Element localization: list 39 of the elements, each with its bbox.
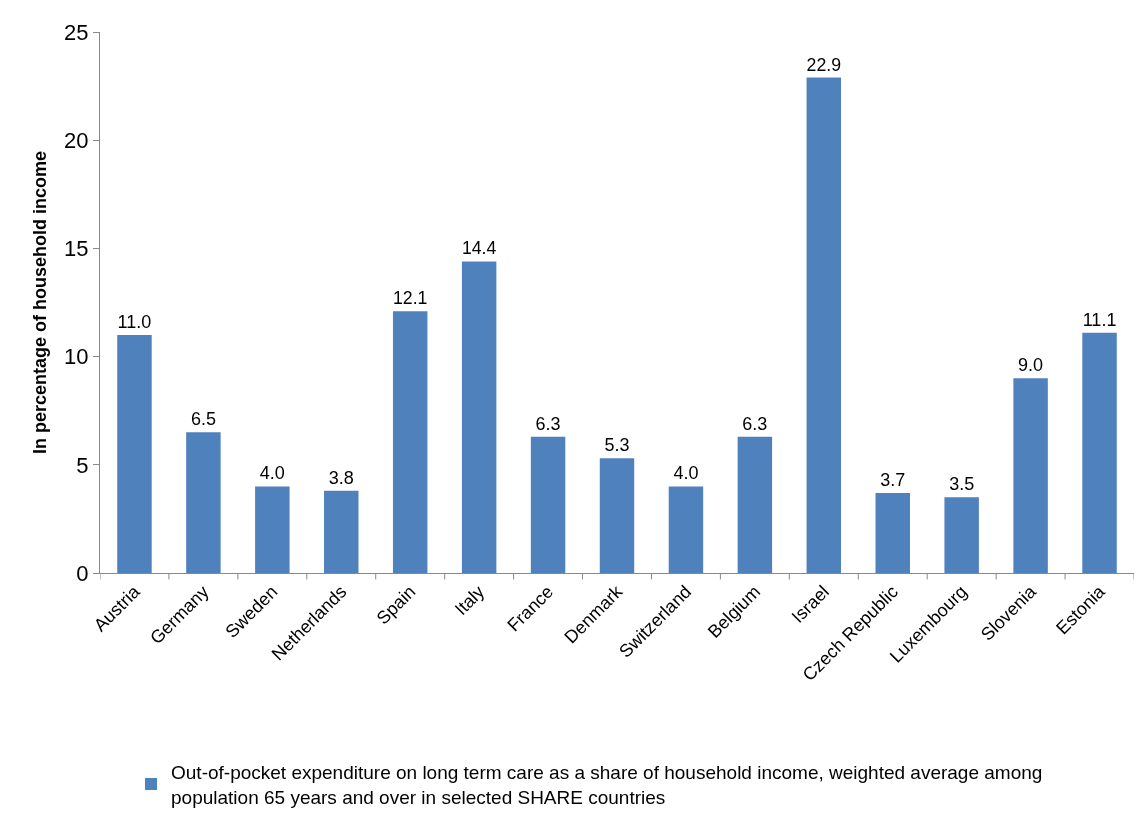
bar	[944, 497, 979, 573]
legend-label: Out-of-pocket expenditure on long term care as a share of household income, weighted average among population 65 years and over in selected SHARE countries	[171, 762, 1043, 808]
data-label: 11.0	[117, 311, 152, 332]
x-tick-label: Italy	[450, 581, 489, 620]
data-label: 6.5	[190, 409, 216, 430]
y-tick-label: 5	[76, 452, 89, 478]
bar	[186, 432, 221, 573]
bar	[255, 486, 290, 573]
data-label: 4.0	[259, 463, 285, 484]
bar	[324, 490, 359, 573]
data-label: 6.3	[535, 413, 561, 434]
bar	[392, 311, 428, 573]
y-tick-label: 0	[76, 560, 89, 586]
bar	[806, 77, 842, 573]
data-label: 9.0	[1018, 355, 1044, 376]
y-tick-label: 15	[64, 236, 89, 262]
bar	[1013, 378, 1048, 573]
bar	[1082, 332, 1117, 573]
bar	[875, 492, 910, 573]
data-label: 6.3	[742, 413, 768, 434]
data-label: 14.4	[461, 238, 497, 259]
data-label: 3.8	[328, 467, 354, 488]
bar	[530, 436, 566, 573]
bar	[599, 458, 635, 573]
bar	[117, 334, 152, 573]
bar	[737, 436, 773, 573]
data-label: 11.1	[1082, 309, 1117, 330]
data-label: 5.3	[604, 435, 630, 456]
data-label: 3.5	[949, 474, 975, 495]
data-label: 22.9	[806, 54, 842, 75]
bar	[461, 261, 497, 573]
y-tick-label: 25	[64, 19, 89, 45]
y-axis-title: In percentage of household income	[30, 150, 51, 455]
y-tick-label: 10	[64, 344, 89, 370]
data-label: 12.1	[392, 288, 428, 309]
bar	[668, 486, 704, 573]
data-label: 3.7	[880, 469, 906, 490]
data-label: 4.0	[673, 463, 699, 484]
y-tick-label: 20	[64, 127, 89, 153]
